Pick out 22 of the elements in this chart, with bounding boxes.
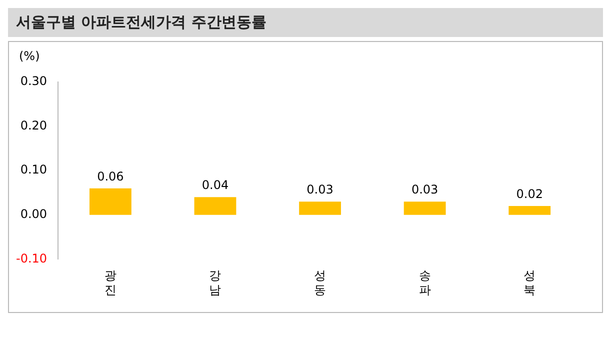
data-label: 0.02 [516,187,543,202]
y-tick-label: 0.00 [20,207,48,222]
bar [299,202,341,215]
y-tick-label: 0.20 [20,118,48,132]
x-tick-label: 송파 [418,268,431,297]
y-tick-label: -0.10 [16,251,48,266]
data-label: 0.04 [202,178,229,192]
y-tick-label: 0.10 [20,162,48,177]
data-label: 0.06 [97,169,124,184]
bar [89,188,132,215]
y-tick-label: 0.30 [20,74,48,88]
x-tick-label: 강남 [209,268,222,297]
data-label: 0.03 [411,182,438,197]
x-tick-label: 성북 [524,268,536,297]
chart-title: 서울구별 아파트전세가격 주간변동률 [8,8,603,37]
bar [404,202,446,215]
bar [508,206,551,215]
data-label: 0.03 [306,182,334,197]
x-tick-label: 성동 [314,268,326,297]
y-axis-title: (%) [19,49,40,63]
bar [194,197,236,215]
x-tick-label: 광진 [104,268,116,297]
